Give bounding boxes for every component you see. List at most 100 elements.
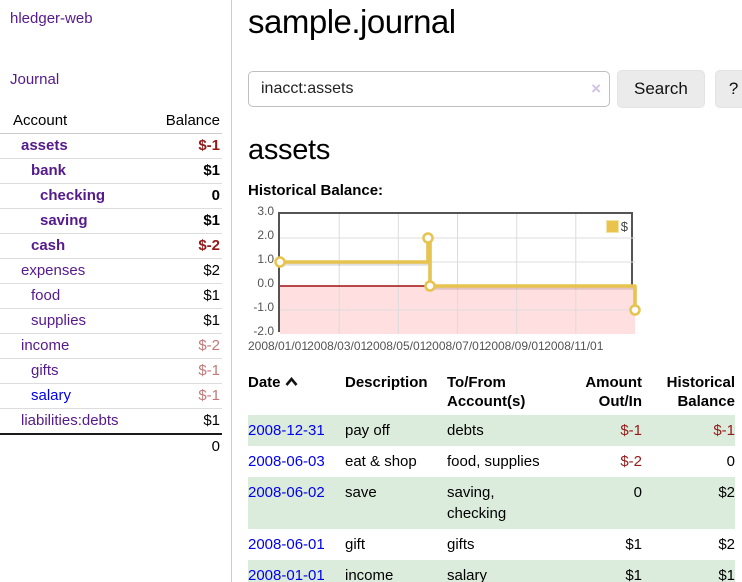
historical-balance-chart: 3.0 2.0 1.0 0.0 -1.0 -2.0 [247, 204, 742, 357]
account-link-checking[interactable]: checking [40, 187, 106, 204]
accounts-header-balance: Balance [150, 108, 222, 134]
account-balance: $-1 [150, 358, 222, 384]
transaction-balance: $-1 [642, 415, 735, 446]
account-link-expenses[interactable]: expenses [21, 262, 86, 279]
account-balance: $-1 [150, 383, 222, 409]
sidebar-item-journal[interactable]: Journal [10, 71, 60, 88]
sort-ascending-icon [285, 373, 298, 392]
y-tick-label: -2.0 [253, 324, 274, 338]
brand-link[interactable]: hledger-web [10, 10, 93, 27]
account-link-cash[interactable]: cash [31, 237, 66, 254]
accounts-total-row: 0 [0, 433, 222, 459]
transaction-description: save [345, 477, 447, 529]
account-balance: 0 [150, 183, 222, 209]
plot-canvas [274, 214, 641, 334]
account-link-assets[interactable]: assets [21, 137, 68, 154]
account-link-food[interactable]: food [31, 287, 61, 304]
main-panel: sample.journal × Search ? assets Histori… [232, 0, 742, 582]
account-link-salary[interactable]: salary [31, 387, 72, 404]
account-page-title: assets [248, 134, 331, 166]
accounts-total-value: 0 [150, 433, 222, 459]
account-balance: $2 [150, 258, 222, 284]
transaction-date-link[interactable]: 2008-01-01 [248, 567, 325, 582]
transaction-accounts: salary [447, 560, 559, 582]
search-input[interactable] [248, 71, 610, 107]
y-tick-label: 1.0 [257, 252, 274, 266]
transaction-amount: $-2 [620, 453, 642, 470]
transaction-date-link[interactable]: 2008-12-31 [248, 422, 325, 439]
transaction-accounts: food, supplies [447, 453, 540, 470]
transaction-date-link[interactable]: 2008-06-01 [248, 536, 325, 553]
account-link-supplies[interactable]: supplies [31, 312, 87, 329]
chart-legend: $ [605, 219, 628, 234]
transaction-amount: 0 [559, 477, 642, 529]
account-balance: $1 [150, 158, 222, 184]
register-header-row: Date Description To/From Account(s) Amou… [248, 369, 735, 415]
account-balance: $-2 [150, 233, 222, 259]
account-link-income[interactable]: income [21, 337, 70, 354]
account-balance: $1 [150, 283, 222, 309]
point-2008-06-01 [422, 232, 434, 244]
transaction-accounts: gifts [447, 536, 475, 553]
legend-label: $ [620, 219, 628, 234]
help-button[interactable]: ? [714, 70, 742, 108]
accounts-header-row: Account Balance [0, 108, 222, 134]
plot-area: $ [274, 212, 641, 334]
account-row-checking: checking 0 [0, 183, 222, 209]
transaction-date-link[interactable]: 2008-06-02 [248, 484, 325, 501]
register-row: 2008-12-31 pay off debts $-1 $-1 [248, 415, 735, 446]
sidebar: hledger-web Journal Account Balance asse… [0, 0, 232, 582]
account-row-assets: assets $-1 [0, 133, 222, 159]
account-link-liabilities-debts[interactable]: liabilities:debts [21, 412, 119, 429]
account-link-bank[interactable]: bank [31, 162, 67, 179]
legend-swatch [605, 220, 619, 233]
account-link-saving[interactable]: saving [40, 212, 88, 229]
x-tick-label: 2008/01/01 [247, 339, 309, 353]
register-header-balance: Historical Balance [666, 374, 735, 410]
transaction-balance: $2 [718, 536, 735, 553]
x-tick-label: 2008/03/01 [307, 339, 368, 353]
register-header-amount: Amount Out/In [585, 374, 642, 410]
account-row-liabilities-debts: liabilities:debts $1 [0, 408, 222, 434]
transaction-accounts: debts [447, 415, 559, 446]
account-link-gifts[interactable]: gifts [31, 362, 59, 379]
chart-title: Historical Balance: [248, 182, 384, 199]
transaction-accounts: saving, checking [447, 477, 559, 529]
data-points [274, 232, 641, 316]
transaction-date-link[interactable]: 2008-06-03 [248, 453, 325, 470]
account-row-expenses: expenses $2 [0, 258, 222, 284]
y-tick-label: 2.0 [257, 228, 274, 242]
search-row: × Search ? [248, 70, 742, 108]
account-row-salary: salary $-1 [0, 383, 222, 409]
register-row: 2008-06-01 gift gifts $1 $2 [248, 529, 735, 560]
register-header-date[interactable]: Date [248, 369, 345, 415]
transaction-description: gift [345, 536, 366, 553]
search-button[interactable]: Search [617, 70, 705, 108]
transaction-amount: $1 [559, 560, 642, 582]
search-box: × [248, 71, 610, 107]
clear-search-icon[interactable]: × [591, 79, 601, 98]
transaction-balance: $1 [642, 560, 735, 582]
register-table: Date Description To/From Account(s) Amou… [248, 369, 735, 582]
register-row: 2008-06-03 eat & shop food, supplies $-2… [248, 446, 735, 477]
register-header-description: Description [345, 374, 428, 391]
y-tick-label: 0.0 [257, 276, 274, 290]
account-row-gifts: gifts $-1 [0, 358, 222, 384]
page-title: sample.journal [248, 3, 456, 40]
transaction-description: eat & shop [345, 453, 417, 470]
account-row-food: food $1 [0, 283, 222, 309]
account-balance: $1 [150, 408, 222, 434]
transaction-description: income [345, 560, 447, 582]
accounts-table: Account Balance assets $-1 bank $1 check… [0, 108, 222, 459]
transaction-balance: $2 [642, 477, 735, 529]
account-row-cash: cash $-2 [0, 233, 222, 259]
date-header-label: Date [248, 374, 281, 391]
transaction-amount: $-1 [559, 415, 642, 446]
register-header-accounts: To/From Account(s) [447, 374, 526, 410]
account-balance: $-2 [150, 333, 222, 359]
point-2008-12-31 [629, 304, 641, 316]
x-tick-label: 2008/05/01 [366, 339, 427, 353]
transaction-amount: $1 [625, 536, 642, 553]
x-tick-label: 2008/11/01 [544, 339, 604, 353]
